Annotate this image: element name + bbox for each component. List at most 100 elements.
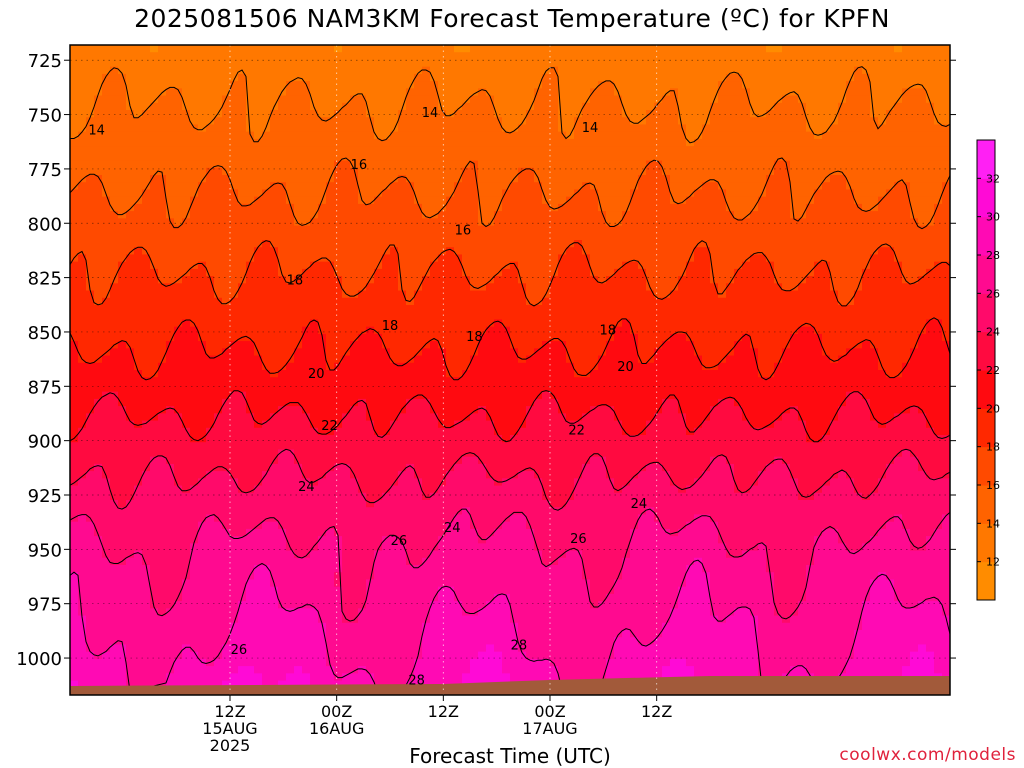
- field-cell: [278, 247, 287, 256]
- field-cell: [182, 276, 191, 284]
- field-cell: [494, 492, 503, 501]
- field-cell: [270, 543, 279, 552]
- field-cell: [462, 528, 471, 537]
- field-cell: [462, 95, 471, 104]
- field-cell: [502, 218, 511, 227]
- field-cell: [238, 73, 247, 82]
- field-cell: [182, 211, 191, 219]
- field-cell: [102, 66, 111, 75]
- field-cell: [70, 680, 79, 689]
- field-cell: [150, 312, 159, 321]
- field-cell: [94, 427, 103, 436]
- field-cell: [254, 485, 263, 494]
- field-cell: [502, 630, 511, 638]
- field-cell: [334, 348, 343, 357]
- field-cell: [150, 644, 159, 653]
- field-cell: [310, 543, 319, 552]
- field-cell: [406, 586, 415, 595]
- field-cell: [230, 500, 239, 508]
- field-cell: [358, 384, 367, 393]
- field-cell: [446, 283, 455, 292]
- field-cell: [334, 355, 343, 364]
- field-cell: [446, 435, 455, 443]
- field-cell: [326, 601, 335, 609]
- field-cell: [198, 644, 207, 653]
- field-cell: [398, 160, 407, 169]
- field-cell: [478, 160, 487, 169]
- field-cell: [246, 449, 255, 458]
- field-cell: [422, 102, 431, 111]
- field-cell: [286, 478, 295, 487]
- field-cell: [446, 500, 455, 508]
- field-cell: [310, 456, 319, 465]
- field-cell: [422, 240, 431, 248]
- field-cell: [438, 406, 447, 414]
- field-cell: [126, 66, 135, 75]
- field-cell: [118, 348, 127, 357]
- field-cell: [462, 593, 471, 602]
- field-cell: [318, 543, 327, 552]
- field-cell: [390, 637, 399, 646]
- field-cell: [478, 391, 487, 400]
- field-cell: [94, 644, 103, 653]
- field-cell: [470, 52, 479, 61]
- field-cell: [182, 500, 191, 508]
- field-cell: [430, 557, 439, 566]
- field-cell: [174, 333, 183, 342]
- field-cell: [262, 88, 271, 97]
- field-cell: [414, 406, 423, 414]
- field-cell: [278, 463, 287, 472]
- field-cell: [174, 124, 183, 133]
- field-cell: [198, 52, 207, 61]
- field-cell: [462, 175, 471, 183]
- field-cell: [446, 420, 455, 429]
- field-cell: [278, 73, 287, 82]
- field-cell: [382, 413, 391, 422]
- field-cell: [382, 88, 391, 97]
- field-cell: [318, 305, 327, 313]
- field-cell: [358, 276, 367, 284]
- field-cell: [342, 276, 351, 284]
- field-cell: [182, 189, 191, 198]
- field-cell: [150, 348, 159, 357]
- field-cell: [366, 138, 375, 147]
- field-cell: [118, 131, 127, 140]
- field-cell: [302, 95, 311, 104]
- field-cell: [238, 608, 247, 617]
- field-cell: [494, 442, 503, 451]
- field-cell: [254, 528, 263, 537]
- field-cell: [486, 348, 495, 357]
- field-cell: [502, 95, 511, 104]
- field-cell: [310, 398, 319, 407]
- field-cell: [142, 500, 151, 508]
- field-cell: [446, 175, 455, 183]
- field-cell: [238, 203, 247, 212]
- field-cell: [390, 290, 399, 299]
- field-cell: [222, 341, 231, 349]
- field-cell: [366, 651, 375, 660]
- field-cell: [190, 680, 199, 689]
- field-cell: [478, 442, 487, 451]
- field-cell: [238, 528, 247, 537]
- field-cell: [174, 362, 183, 371]
- field-cell: [374, 240, 383, 248]
- field-cell: [494, 673, 503, 682]
- field-cell: [190, 384, 199, 393]
- field-cell: [166, 391, 175, 400]
- field-cell: [318, 59, 327, 68]
- field-cell: [222, 377, 231, 386]
- field-cell: [302, 622, 311, 631]
- field-cell: [182, 95, 191, 104]
- field-cell: [230, 348, 239, 357]
- field-cell: [286, 630, 295, 638]
- field-cell: [342, 384, 351, 393]
- field-cell: [494, 514, 503, 523]
- field-cell: [86, 666, 95, 674]
- field-cell: [134, 370, 143, 378]
- field-cell: [238, 52, 247, 61]
- field-cell: [246, 637, 255, 646]
- field-cell: [398, 384, 407, 393]
- field-cell: [382, 261, 391, 270]
- field-cell: [150, 507, 159, 516]
- field-cell: [310, 117, 319, 126]
